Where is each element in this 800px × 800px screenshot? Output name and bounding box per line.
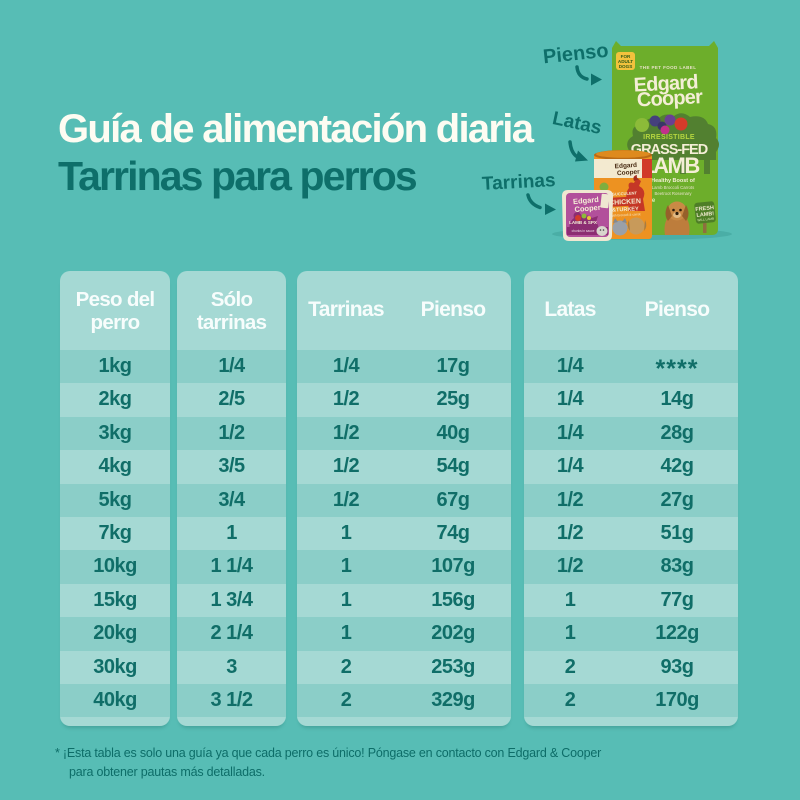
svg-text:THE PET FOOD LABEL: THE PET FOOD LABEL	[640, 65, 697, 70]
svg-text:Lamb Broccoli Carrots: Lamb Broccoli Carrots	[652, 185, 695, 190]
svg-text:CHICKEN: CHICKEN	[609, 198, 641, 207]
svg-text:&TURKEY: &TURKEY	[612, 206, 639, 213]
svg-text:Cooper: Cooper	[574, 203, 601, 214]
svg-text:SUCCULENT: SUCCULENT	[612, 190, 637, 196]
svg-text:FRESH: FRESH	[695, 205, 714, 213]
svg-text:Edgard: Edgard	[614, 162, 637, 171]
svg-text:Cooper: Cooper	[617, 169, 641, 178]
svg-text:Edgard: Edgard	[573, 195, 600, 206]
svg-text:Edgard: Edgard	[633, 71, 698, 96]
svg-text:with broccoli & carrot: with broccoli & carrot	[611, 212, 641, 218]
svg-text:FOR: FOR	[621, 54, 631, 59]
svg-text:Healthy Boost of: Healthy Boost of	[651, 178, 695, 184]
svg-text:WILL LAMB: WILL LAMB	[697, 217, 714, 223]
svg-text:LAMB!: LAMB!	[696, 211, 714, 219]
svg-text:ADULT: ADULT	[618, 59, 633, 64]
svg-text:IRRESISTIBLE: IRRESISTIBLE	[643, 134, 695, 141]
svg-text:Beetroot Rosemary: Beetroot Rosemary	[654, 191, 692, 196]
svg-text:chunks in sauce: chunks in sauce	[572, 229, 595, 233]
svg-text:LAMB & SPX: LAMB & SPX	[569, 220, 597, 225]
svg-text:DOGS: DOGS	[619, 64, 633, 69]
svg-text:Cooper: Cooper	[636, 86, 703, 111]
